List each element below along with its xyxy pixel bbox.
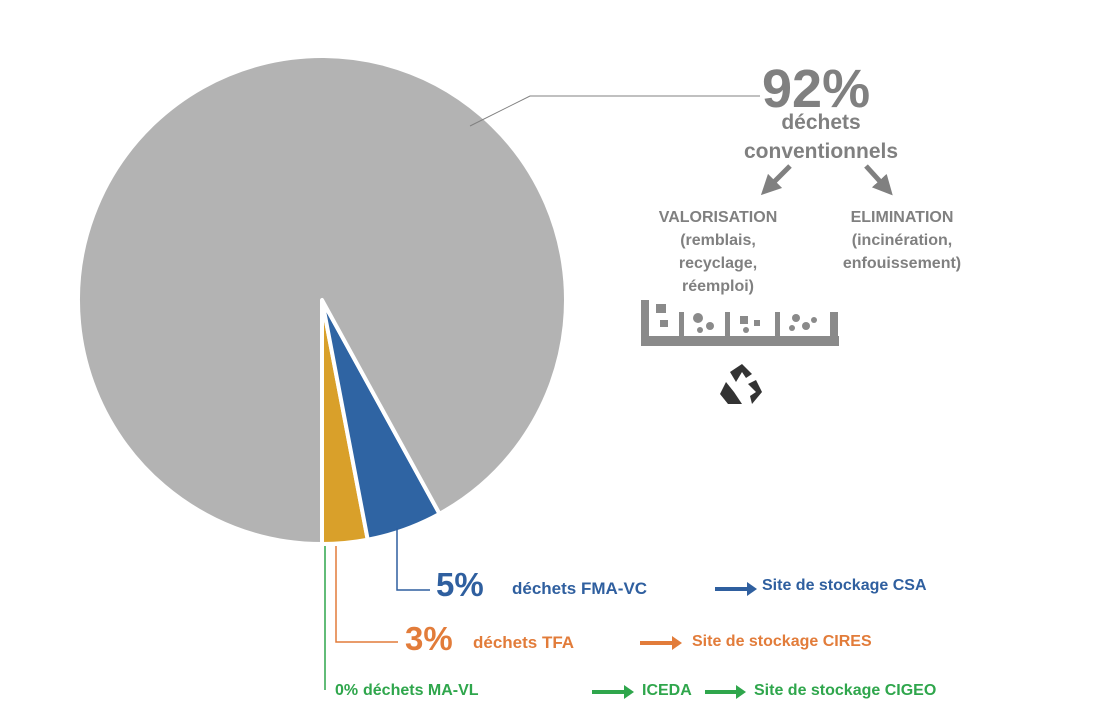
annotation-title: VALORISATION	[658, 209, 778, 226]
recycle-icon	[720, 364, 762, 404]
arrow	[864, 164, 893, 196]
category-label: déchets TFA	[473, 633, 575, 652]
category-label: déchets FMA-VC	[512, 579, 648, 598]
ground-icon	[641, 300, 839, 346]
value-label: 0%	[335, 682, 359, 699]
leader-line	[469, 95, 760, 127]
value-label: 92%	[762, 59, 871, 119]
leader-line	[335, 546, 398, 643]
arrow	[760, 164, 792, 196]
destination: Site de stockage CSA	[762, 577, 927, 594]
arrow-head	[747, 582, 757, 596]
annotation-detail: (incinération, enfouissement)	[842, 232, 962, 272]
category-label: déchets conventionnels	[743, 111, 899, 163]
arrow-head	[736, 685, 746, 699]
category-label: déchets MA-VL	[363, 682, 479, 699]
value-label: 3%	[405, 620, 453, 657]
arrow-head	[672, 636, 682, 650]
destination: Site de stockage CIRES	[692, 633, 872, 650]
annotation-detail: (remblais, recyclage, réemploi)	[678, 232, 758, 295]
arrow-head	[624, 685, 634, 699]
value-label: 5%	[436, 566, 484, 603]
annotation-title: ELIMINATION	[850, 209, 954, 226]
destination: ICEDA	[642, 682, 692, 699]
leader-line	[396, 528, 430, 591]
destination: Site de stockage CIGEO	[754, 682, 937, 699]
pie-slice	[76, 54, 568, 546]
